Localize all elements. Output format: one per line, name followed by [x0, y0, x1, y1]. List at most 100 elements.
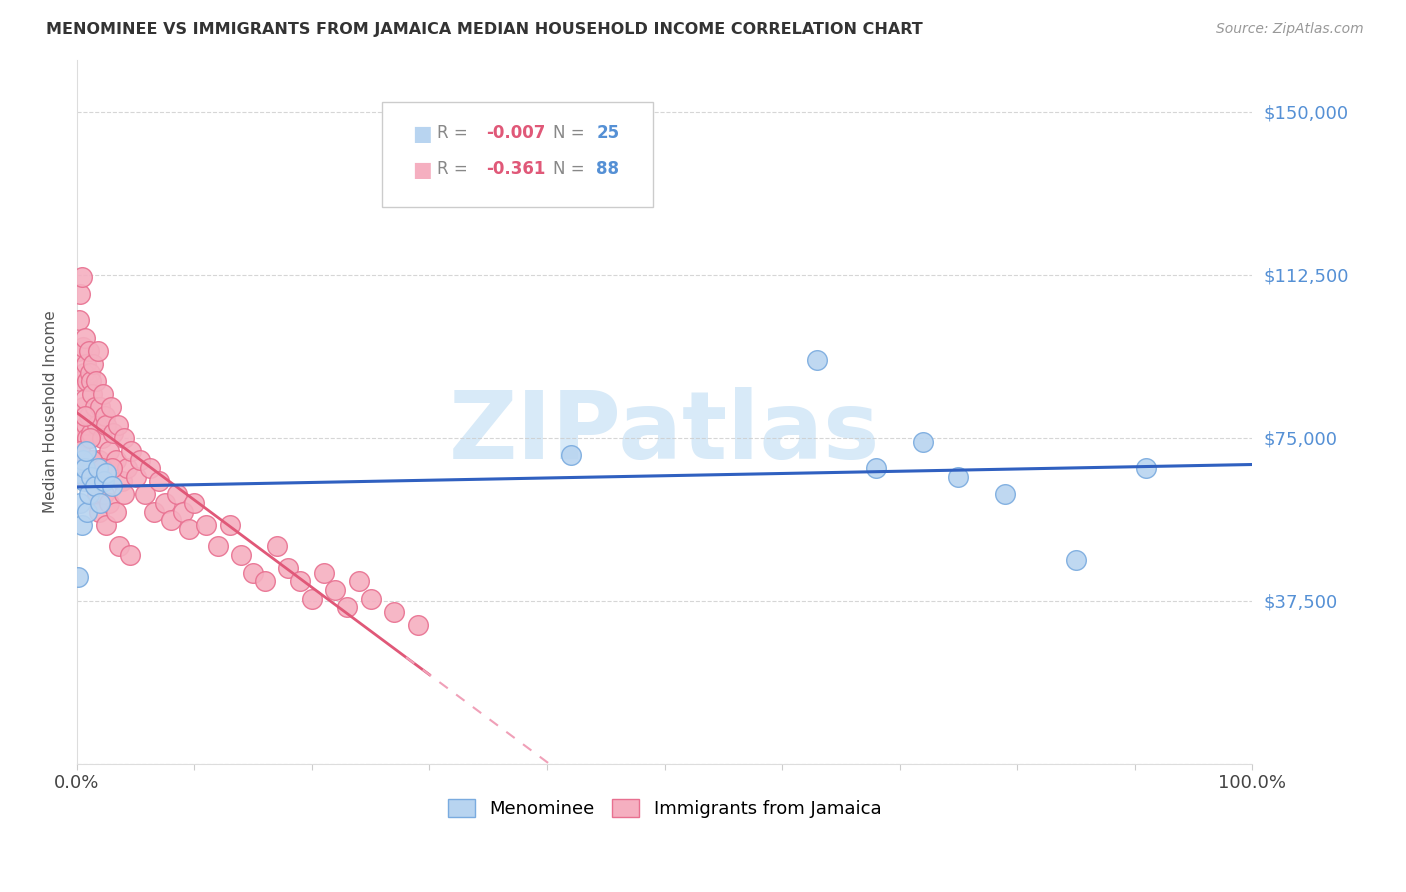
- Point: [94, 409, 117, 423]
- Point: [69, 496, 91, 510]
- Point: [87, 343, 110, 358]
- Point: [207, 540, 229, 554]
- Point: [139, 461, 162, 475]
- Point: [325, 582, 347, 597]
- Point: [195, 517, 218, 532]
- Point: [253, 574, 276, 589]
- Point: [104, 452, 127, 467]
- Point: [67, 570, 90, 584]
- Point: [110, 475, 132, 489]
- Point: [76, 505, 98, 519]
- Point: [90, 461, 112, 475]
- Point: [120, 443, 142, 458]
- Point: [172, 505, 194, 519]
- Point: [79, 431, 101, 445]
- Point: [382, 605, 405, 619]
- Point: [89, 452, 111, 467]
- Text: R =: R =: [436, 124, 472, 143]
- Point: [97, 496, 120, 510]
- Point: [67, 313, 90, 327]
- Point: [75, 392, 97, 406]
- Point: [76, 431, 98, 445]
- Point: [69, 374, 91, 388]
- Point: [336, 600, 359, 615]
- Text: ■: ■: [412, 124, 432, 145]
- Point: [79, 366, 101, 380]
- Point: [77, 343, 100, 358]
- Point: [266, 540, 288, 554]
- Text: 88: 88: [596, 160, 620, 178]
- Point: [91, 387, 114, 401]
- Point: [90, 431, 112, 445]
- Y-axis label: Median Household Income: Median Household Income: [44, 310, 58, 513]
- Point: [347, 574, 370, 589]
- Text: -0.361: -0.361: [486, 160, 546, 178]
- Text: R =: R =: [436, 160, 478, 178]
- Point: [89, 505, 111, 519]
- Point: [1135, 461, 1157, 475]
- Point: [84, 374, 107, 388]
- Point: [160, 513, 183, 527]
- Text: MENOMINEE VS IMMIGRANTS FROM JAMAICA MEDIAN HOUSEHOLD INCOME CORRELATION CHART: MENOMINEE VS IMMIGRANTS FROM JAMAICA MED…: [46, 22, 924, 37]
- Point: [76, 374, 98, 388]
- Point: [72, 452, 94, 467]
- Point: [86, 487, 108, 501]
- Point: [177, 522, 200, 536]
- Point: [75, 443, 97, 458]
- Point: [218, 517, 240, 532]
- Point: [103, 426, 125, 441]
- Point: [104, 505, 127, 519]
- Point: [75, 357, 97, 371]
- Point: [277, 561, 299, 575]
- Point: [124, 470, 146, 484]
- Text: N =: N =: [553, 160, 589, 178]
- Point: [134, 487, 156, 501]
- Point: [101, 461, 124, 475]
- Point: [97, 443, 120, 458]
- Point: [69, 287, 91, 301]
- Point: [77, 409, 100, 423]
- Point: [948, 470, 970, 484]
- Point: [82, 452, 104, 467]
- Point: [75, 417, 97, 432]
- Point: [290, 574, 312, 589]
- Text: Source: ZipAtlas.com: Source: ZipAtlas.com: [1216, 22, 1364, 37]
- Point: [231, 548, 253, 562]
- Point: [83, 475, 105, 489]
- Point: [107, 417, 129, 432]
- Text: 25: 25: [596, 124, 620, 143]
- Text: ZIPatlas: ZIPatlas: [449, 387, 880, 479]
- Text: ■: ■: [412, 160, 432, 179]
- Point: [75, 461, 97, 475]
- Point: [75, 409, 97, 423]
- Point: [70, 269, 93, 284]
- Point: [89, 496, 111, 510]
- Point: [80, 426, 103, 441]
- Point: [301, 591, 323, 606]
- Point: [82, 387, 104, 401]
- Point: [360, 591, 382, 606]
- Point: [69, 443, 91, 458]
- Point: [312, 566, 335, 580]
- FancyBboxPatch shape: [382, 102, 652, 208]
- Point: [70, 517, 93, 532]
- Point: [129, 452, 152, 467]
- Point: [806, 352, 828, 367]
- Point: [1064, 552, 1087, 566]
- Legend: Menominee, Immigrants from Jamaica: Menominee, Immigrants from Jamaica: [440, 791, 889, 825]
- Point: [112, 487, 135, 501]
- Text: N =: N =: [553, 124, 589, 143]
- Point: [73, 426, 96, 441]
- Point: [93, 475, 115, 489]
- Point: [77, 487, 100, 501]
- Point: [87, 461, 110, 475]
- Point: [183, 496, 205, 510]
- Point: [117, 461, 139, 475]
- Point: [96, 417, 118, 432]
- Point: [67, 466, 90, 480]
- Point: [89, 401, 111, 415]
- Point: [75, 331, 97, 345]
- Point: [76, 475, 98, 489]
- Point: [166, 487, 188, 501]
- Point: [108, 540, 131, 554]
